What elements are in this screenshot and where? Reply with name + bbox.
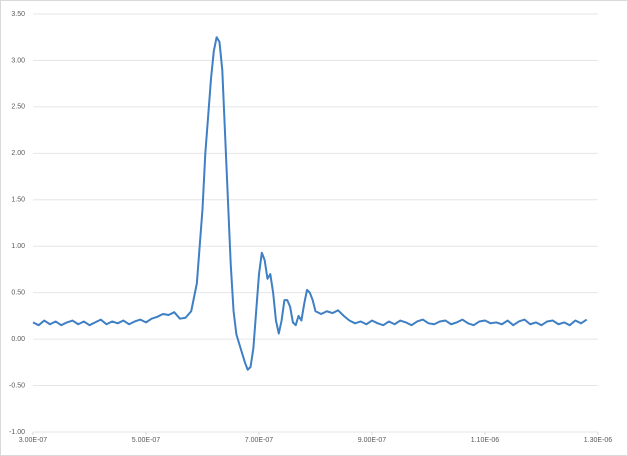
- y-tick-label: -0.50: [9, 382, 25, 389]
- x-tick-label: 1.10E-06: [471, 437, 500, 444]
- x-tick-label: 5.00E-07: [132, 437, 161, 444]
- y-tick-label: 0.00: [11, 336, 25, 343]
- data-line: [32, 36, 588, 371]
- y-tick-label: 1.50: [11, 197, 25, 204]
- y-tick-label: 3.00: [11, 57, 25, 64]
- x-tick-label: 7.00E-07: [245, 437, 274, 444]
- y-tick-label: 1.00: [11, 243, 25, 250]
- y-tick-label: 2.00: [11, 150, 25, 157]
- x-tick-label: 9.00E-07: [358, 437, 387, 444]
- x-tick-label: 1.30E-06: [584, 437, 613, 444]
- y-tick-label: 2.50: [11, 104, 25, 111]
- y-tick-label: 0.50: [11, 290, 25, 297]
- y-tick-label: -1.00: [9, 429, 25, 436]
- y-tick-label: 3.50: [11, 11, 25, 18]
- x-tick-label: 3.00E-07: [19, 437, 48, 444]
